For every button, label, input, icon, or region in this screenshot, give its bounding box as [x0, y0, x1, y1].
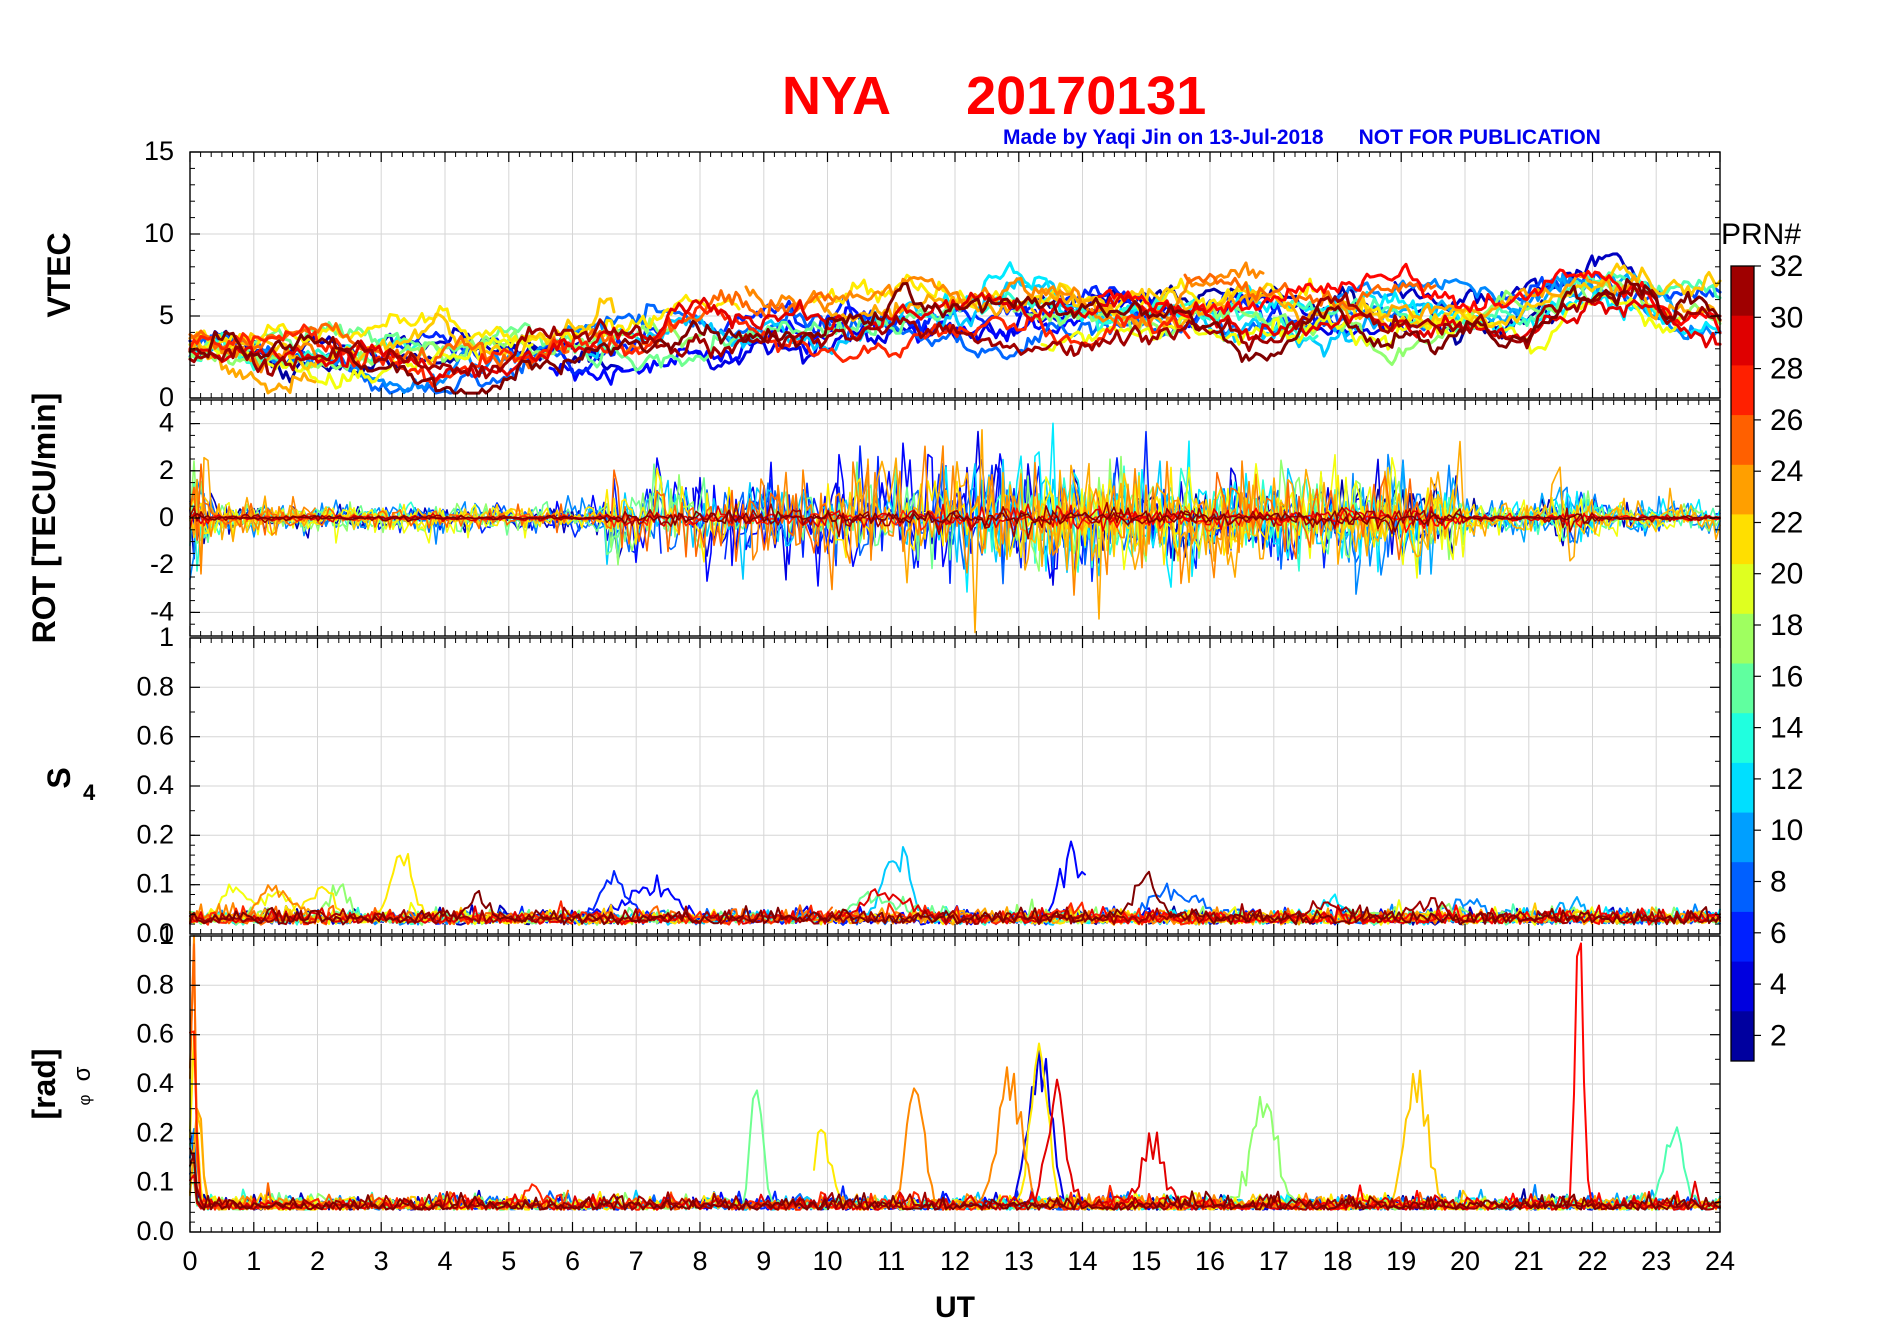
svg-text:14: 14 [1770, 712, 1803, 745]
svg-text:13: 13 [1004, 1246, 1034, 1276]
svg-text:0.4: 0.4 [136, 770, 174, 800]
svg-text:3: 3 [374, 1246, 389, 1276]
svg-text:PRN#: PRN# [1721, 218, 1801, 251]
svg-text:6: 6 [1770, 917, 1787, 950]
svg-text:S: S [41, 767, 77, 788]
svg-text:8: 8 [692, 1246, 707, 1276]
svg-text:4: 4 [437, 1246, 452, 1276]
svg-text:30: 30 [1770, 301, 1803, 334]
svg-text:4: 4 [83, 780, 96, 805]
svg-text:0.6: 0.6 [136, 1019, 174, 1049]
svg-text:-2: -2 [150, 549, 174, 579]
svg-text:2: 2 [1770, 1019, 1787, 1052]
svg-text:0.2: 0.2 [136, 819, 174, 849]
svg-text:22: 22 [1770, 507, 1803, 540]
svg-text:12: 12 [940, 1246, 970, 1276]
svg-text:0.8: 0.8 [136, 969, 174, 999]
svg-text:15: 15 [144, 136, 174, 166]
svg-text:0.1: 0.1 [136, 1167, 174, 1197]
svg-text:0.2: 0.2 [136, 1117, 174, 1147]
svg-text:0.4: 0.4 [136, 1068, 174, 1098]
svg-text:2: 2 [310, 1246, 325, 1276]
svg-text:6: 6 [565, 1246, 580, 1276]
svg-text:18: 18 [1770, 609, 1803, 642]
svg-text:7: 7 [629, 1246, 644, 1276]
svg-text:2: 2 [159, 455, 174, 485]
svg-text:Made by Yaqi Jin on 13-Jul-201: Made by Yaqi Jin on 13-Jul-2018 NOT FOR … [1003, 126, 1601, 149]
svg-text:15: 15 [1131, 1246, 1161, 1276]
svg-text:1: 1 [246, 1246, 261, 1276]
svg-text:32: 32 [1770, 250, 1803, 283]
svg-text:22: 22 [1577, 1246, 1607, 1276]
svg-text:4: 4 [1770, 968, 1787, 1001]
svg-text:24: 24 [1705, 1246, 1735, 1276]
svg-text:19: 19 [1386, 1246, 1416, 1276]
svg-text:0.8: 0.8 [136, 671, 174, 701]
svg-text:0: 0 [182, 1246, 197, 1276]
svg-text:4: 4 [159, 408, 174, 438]
svg-text:VTEC: VTEC [41, 232, 77, 317]
svg-text:24: 24 [1770, 455, 1803, 488]
svg-text:8: 8 [1770, 866, 1787, 899]
svg-text:21: 21 [1514, 1246, 1544, 1276]
svg-text:[rad]: [rad] [26, 1048, 62, 1119]
svg-text:14: 14 [1067, 1246, 1097, 1276]
svg-text:0.6: 0.6 [136, 721, 174, 751]
svg-text:17: 17 [1259, 1246, 1289, 1276]
svg-text:23: 23 [1641, 1246, 1671, 1276]
svg-text:σ: σ [69, 1066, 96, 1081]
svg-text:ROT [TECU/min]: ROT [TECU/min] [26, 393, 62, 644]
svg-text:20: 20 [1450, 1246, 1480, 1276]
svg-text:0.0: 0.0 [136, 1216, 174, 1246]
svg-text:5: 5 [159, 300, 174, 330]
svg-text:16: 16 [1770, 660, 1803, 693]
svg-text:UT: UT [935, 1291, 975, 1324]
svg-text:10: 10 [144, 218, 174, 248]
svg-text:12: 12 [1770, 763, 1803, 796]
svg-text:10: 10 [812, 1246, 842, 1276]
svg-text:1: 1 [159, 920, 174, 950]
svg-text:26: 26 [1770, 404, 1803, 437]
svg-text:0.1: 0.1 [136, 869, 174, 899]
svg-text:5: 5 [501, 1246, 516, 1276]
svg-text:11: 11 [877, 1246, 905, 1276]
svg-text:16: 16 [1195, 1246, 1225, 1276]
svg-text:9: 9 [756, 1246, 771, 1276]
svg-text:φ: φ [75, 1094, 94, 1105]
svg-text:0: 0 [159, 502, 174, 532]
svg-text:20: 20 [1770, 558, 1803, 591]
svg-text:NYA 20170131: NYA 20170131 [782, 66, 1206, 126]
svg-text:28: 28 [1770, 353, 1803, 386]
svg-text:18: 18 [1322, 1246, 1352, 1276]
svg-text:10: 10 [1770, 814, 1803, 847]
svg-text:1: 1 [159, 622, 174, 652]
